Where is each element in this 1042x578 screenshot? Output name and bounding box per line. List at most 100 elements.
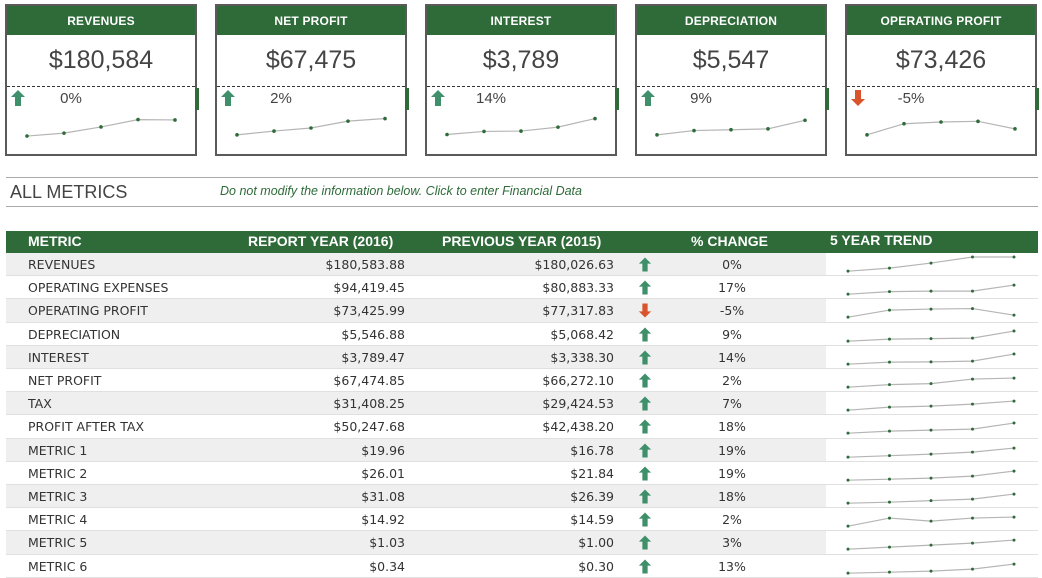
row-trend-sparkline [826,555,1038,578]
arrow-up-icon [638,349,652,366]
row-previous-year-value: $29,424.53 [542,396,614,412]
row-previous-year-value: $77,317.83 [542,303,614,319]
sparkline-point [655,133,659,137]
sparkline-point [25,134,29,138]
sparkline-point [1013,127,1017,131]
sparkline-point [1012,492,1016,496]
row-divider [6,414,1038,416]
sparkline-point [971,516,974,520]
sparkline-point [846,571,850,575]
kpi-card[interactable]: REVENUES $180,584 0% [5,4,199,156]
table-row[interactable]: NET PROFIT $67,474.85 $66,272.10 2% [6,369,826,393]
sparkline-point [888,453,891,457]
row-divider [6,507,1038,509]
arrow-up-icon [10,89,26,107]
table-row[interactable]: PROFIT AFTER TAX $50,247.68 $42,438.20 18% [6,415,826,439]
arrow-up-icon [640,89,656,107]
sparkline-point [902,121,906,126]
arrow-up-icon [638,534,652,551]
row-report-year-value: $0.34 [369,558,405,574]
sparkline-point [929,382,933,386]
row-trend-sparkline [826,253,1038,276]
row-percent-change: 3% [722,535,742,551]
table-row[interactable]: OPERATING EXPENSES $94,419.45 $80,883.33 17… [6,276,826,300]
kpi-card-divider [7,86,195,87]
row-percent-change: 2% [722,373,742,388]
row-previous-year-value: $42,438.20 [542,419,614,435]
sparkline-point [888,546,891,550]
sparkline-point [929,261,933,265]
row-metric-name: METRIC 4 [28,512,88,528]
kpi-card-value: $73,426 [895,45,987,74]
table-row[interactable]: INTEREST $3,789.47 $3,338.30 14% [6,345,826,369]
table-row[interactable]: TAX $31,408.25 $29,424.53 7% [6,392,826,416]
kpi-card[interactable]: DEPRECIATION $5,547 9% [635,4,829,156]
kpi-card-change: 14% [475,90,507,107]
section-note[interactable]: Do not modify the information below. Cli… [220,184,582,198]
sparkline-point [846,478,850,482]
row-divider [6,321,1038,323]
sparkline-point [976,119,980,124]
sparkline-point [971,428,974,432]
row-report-year-value: $50,247.68 [333,419,405,435]
row-trend-sparkline [826,392,1038,415]
table-row[interactable]: METRIC 6 $0.34 $0.30 13% [6,554,826,578]
kpi-card-divider [427,86,615,87]
sparkline-point [272,129,276,133]
arrow-up-icon [638,511,652,528]
sparkline-point [888,290,891,294]
sparkline-point [846,339,850,343]
row-metric-name: TAX [28,396,52,412]
kpi-card-edge-marker [825,88,829,110]
row-percent-change: -5% [719,303,745,319]
sparkline-point [888,308,891,312]
arrow-down-icon [850,89,866,107]
sparkline-point [971,336,974,340]
table-row[interactable]: METRIC 3 $31.08 $26.39 18% [6,485,826,509]
kpi-card-edge-marker [1035,88,1039,110]
table-row[interactable]: METRIC 5 $1.03 $1.00 3% [6,531,826,555]
row-report-year-value: $180,583.88 [325,257,405,272]
row-report-year-value: $19.96 [361,442,405,458]
row-report-year-value: $5,546.88 [341,326,405,342]
kpi-card[interactable]: INTEREST $3,789 14% [425,4,619,156]
row-report-year-value: $31.08 [361,489,405,504]
sparkline-point [929,404,933,408]
sparkline-point [971,359,974,363]
kpi-card[interactable]: NET PROFIT $67,475 2% [215,4,409,156]
row-previous-year-value: $0.30 [578,558,614,574]
kpi-card-sparkline [431,106,611,150]
table-row[interactable]: METRIC 1 $19.96 $16.78 19% [6,438,826,462]
arrow-up-icon [430,89,446,107]
section-divider-bottom [6,206,1038,207]
table-row[interactable]: METRIC 4 $14.92 $14.59 2% [6,508,826,532]
arrow-up-icon [638,442,652,459]
table-row[interactable]: DEPRECIATION $5,546.88 $5,068.42 9% [6,322,826,346]
row-previous-year-value: $5,068.42 [550,326,614,342]
row-metric-name: METRIC 5 [28,535,88,551]
row-report-year-value: $14.92 [361,512,405,528]
table-row[interactable]: OPERATING PROFIT $73,425.99 $77,317.83 -5% [6,299,826,323]
header-metric: METRIC [28,233,82,249]
row-previous-year-value: $14.59 [570,512,614,528]
sparkline-point [971,255,974,259]
row-previous-year-value: $1.00 [578,535,614,551]
row-percent-change: 18% [718,419,746,435]
row-divider [6,344,1038,346]
row-percent-change: 19% [718,465,746,481]
sparkline-point [929,544,933,548]
sparkline-point [929,336,933,340]
sparkline-point [846,269,850,273]
arrow-down-icon [638,302,652,319]
table-row[interactable]: METRIC 2 $26.01 $21.84 19% [6,461,826,485]
row-percent-change: 18% [718,489,746,504]
sparkline-point [62,131,66,135]
sparkline-path [847,422,1015,435]
sparkline-point [1012,352,1016,356]
row-trend-sparkline [826,299,1038,322]
kpi-card-title: OPERATING PROFIT [847,6,1035,35]
kpi-card[interactable]: OPERATING PROFIT $73,426 -5% [845,4,1039,156]
table-row[interactable]: REVENUES $180,583.88 $180,026.63 0% [6,253,826,277]
kpi-card-title: REVENUES [7,6,195,35]
sparkline-point [519,129,523,133]
